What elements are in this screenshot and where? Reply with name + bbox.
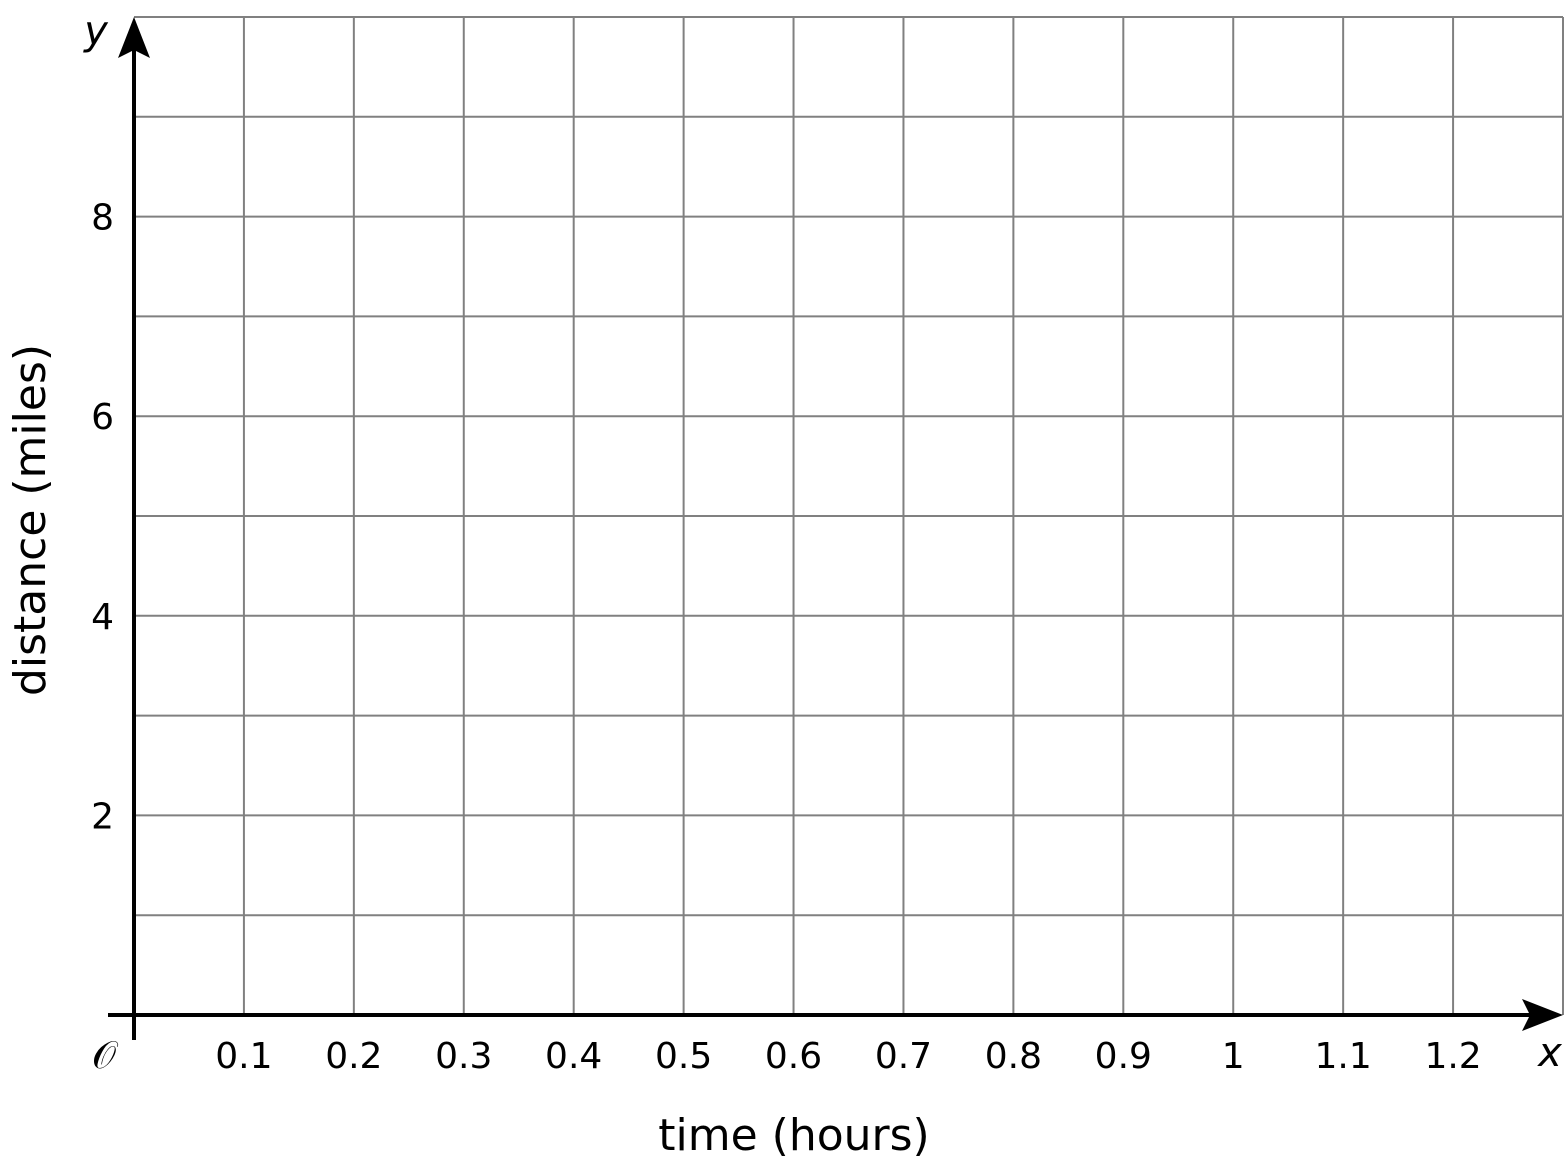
y-tick-label: 4 xyxy=(91,597,114,638)
x-tick-label: 1.2 xyxy=(1424,1036,1481,1077)
tick-labels: 0.1 0.2 0.3 0.4 0.5 0.6 0.7 0.8 0.9 1 1.1 1.2 2 4 6 8 xyxy=(91,198,1482,1077)
x-tick-label: 0.2 xyxy=(325,1036,382,1077)
x-axis-label: time (hours) xyxy=(658,1110,929,1161)
x-tick-label: 0.6 xyxy=(765,1036,822,1077)
axes xyxy=(108,17,1563,1040)
x-tick-label: 0.1 xyxy=(215,1036,272,1077)
x-tick-label: 0.7 xyxy=(875,1036,932,1077)
y-tick-label: 6 xyxy=(91,397,114,438)
y-axis-label: distance (miles) xyxy=(5,344,56,696)
x-tick-label: 0.5 xyxy=(655,1036,712,1077)
origin-label: 𝒪 xyxy=(92,1033,119,1077)
grid-lines xyxy=(134,16,1564,1015)
x-tick-label: 0.8 xyxy=(985,1036,1042,1077)
y-axis-letter: y xyxy=(83,8,109,54)
y-tick-label: 2 xyxy=(91,796,114,837)
x-tick-label: 0.9 xyxy=(1095,1036,1152,1077)
x-axis-arrow xyxy=(1522,999,1563,1031)
x-axis-letter: x xyxy=(1536,1030,1562,1076)
x-tick-label: 0.4 xyxy=(545,1036,602,1077)
x-tick-label: 0.3 xyxy=(435,1036,492,1077)
y-tick-label: 8 xyxy=(91,198,114,239)
y-axis-arrow xyxy=(118,17,150,58)
x-tick-label: 1.1 xyxy=(1315,1036,1372,1077)
x-tick-label: 1 xyxy=(1222,1036,1245,1077)
